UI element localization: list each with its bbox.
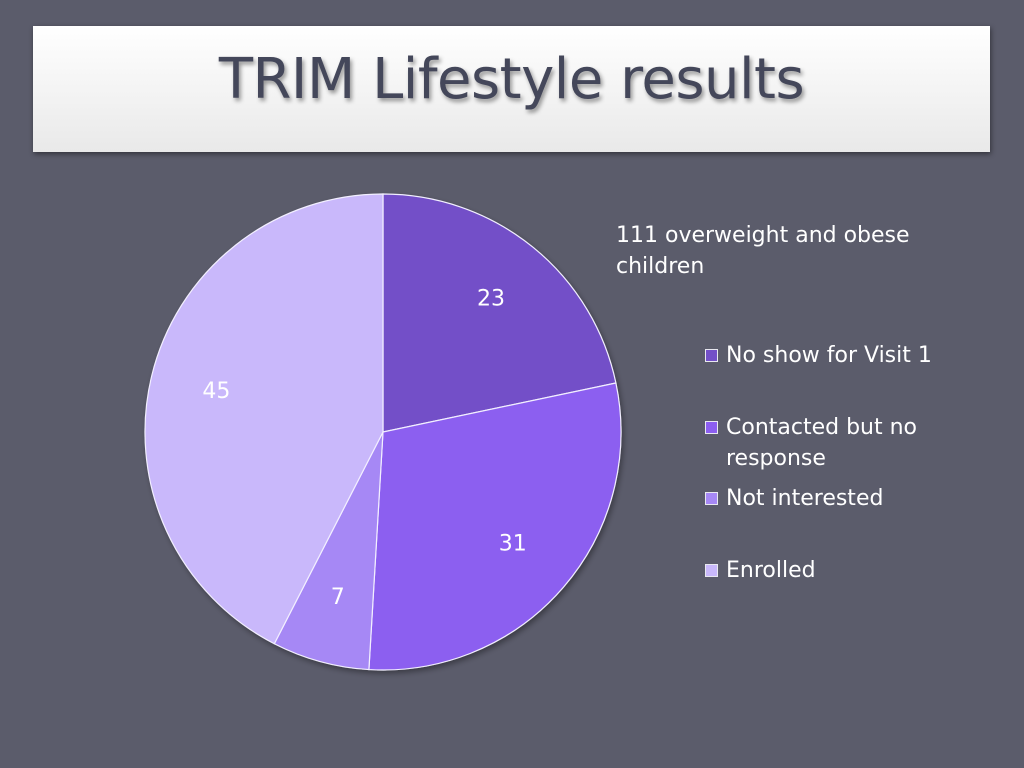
data-label-enrolled: 45 xyxy=(202,379,230,404)
legend-label: Not interested xyxy=(726,486,884,511)
data-label-not-interested: 7 xyxy=(331,585,345,610)
legend-item-not-interested: Not interested xyxy=(705,483,965,514)
legend-label: No show for Visit 1 xyxy=(726,343,932,368)
legend-swatch xyxy=(705,492,718,505)
legend-swatch xyxy=(705,349,718,362)
pie-slices xyxy=(144,193,622,671)
pie-slice-contacted-but-no-response xyxy=(368,382,622,671)
pie-slice-no-show-for-visit-1 xyxy=(382,193,617,433)
page-title: TRIM Lifestyle results xyxy=(218,46,805,112)
legend-swatch xyxy=(705,421,718,434)
legend-label: Contacted but no response xyxy=(726,415,918,471)
chart-subtitle: 111 overweight and obese children xyxy=(616,223,910,279)
legend-item-contacted-but-no-response: Contacted but no response xyxy=(705,412,965,474)
legend-item-no-show-for-visit-1: No show for Visit 1 xyxy=(705,340,965,371)
legend-label: Enrolled xyxy=(726,558,816,583)
pie-data-labels: 23 31 7 45 xyxy=(202,286,526,609)
legend-item-enrolled: Enrolled xyxy=(705,555,965,586)
legend-swatch xyxy=(705,564,718,577)
pie-slice-enrolled xyxy=(144,193,384,645)
data-label-contacted-but-no-response: 31 xyxy=(499,531,527,556)
data-label-no-show-for-visit-1: 23 xyxy=(477,286,505,311)
title-banner: TRIM Lifestyle results xyxy=(33,26,990,152)
